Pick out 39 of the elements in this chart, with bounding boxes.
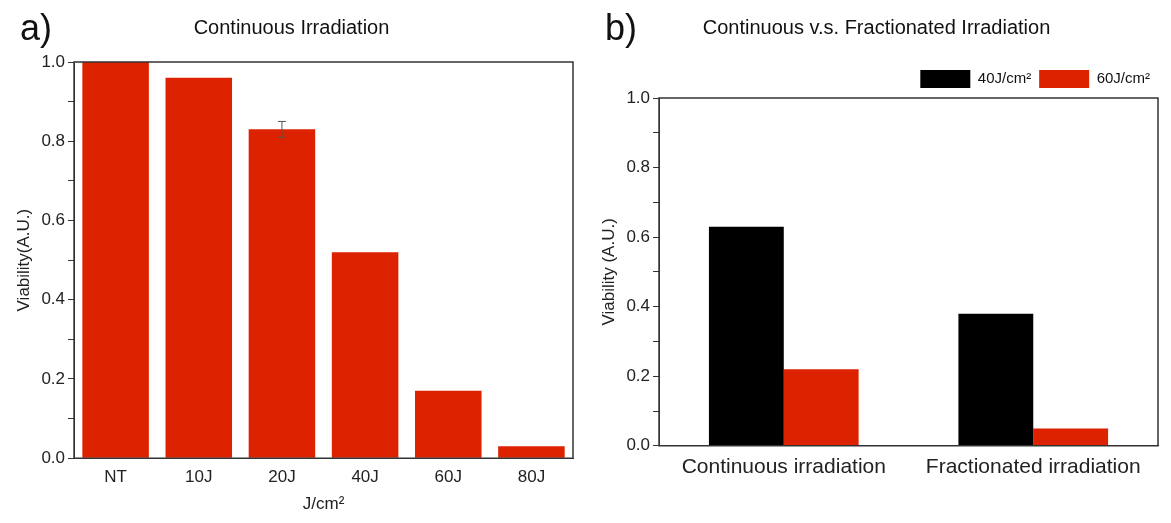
bar [414,390,482,458]
y-tick-label: 0.8 [626,157,651,177]
y-tick-label: 1.0 [626,87,651,107]
bar [958,313,1034,446]
y-axis-title: Viability(A.U.) [13,208,33,312]
x-tick-label: NT [104,467,127,487]
text: b) [605,6,638,48]
x-tick-label: 80J [517,467,546,487]
x-tick-label: 10J [185,467,213,487]
y-tick-label: 0.0 [41,447,66,467]
y-tick-label: 0.6 [41,210,66,230]
y-tick-label: 0.2 [41,368,66,388]
y-tick-label: 0.6 [626,226,651,246]
y-tick-label: 1.0 [41,51,66,71]
chart-title: Continuous v.s. Fractionated Irradiation [702,15,1051,38]
y-tick-label: 0.4 [626,296,651,316]
x-tick-label: 40J [351,467,379,487]
x-tick-label: 20J [268,467,296,487]
text: a) [20,6,53,48]
bar [331,252,399,458]
chart-title: Continuous Irradiation [193,15,390,38]
bar [708,226,784,446]
bar [498,446,565,458]
bar [783,369,859,446]
y-tick-label: 0.0 [626,435,651,455]
y-tick-label: 0.8 [41,130,66,150]
legend-label: 60J/cm² [1096,69,1150,87]
bar [248,129,316,458]
x-tick-label: Continuous irradiation [681,454,886,478]
y-axis-title: Viability (A.U.) [598,218,618,326]
bar [82,62,149,458]
bar [165,77,233,458]
x-axis-title: J/cm² [302,494,345,514]
x-tick-label: Fractionated irradiation [925,454,1141,478]
bar [1033,428,1109,446]
y-tick-label: 0.4 [41,289,66,309]
x-tick-label: 60J [434,467,462,487]
y-tick-label: 0.2 [626,365,651,385]
legend-label: 40J/cm² [977,69,1032,87]
